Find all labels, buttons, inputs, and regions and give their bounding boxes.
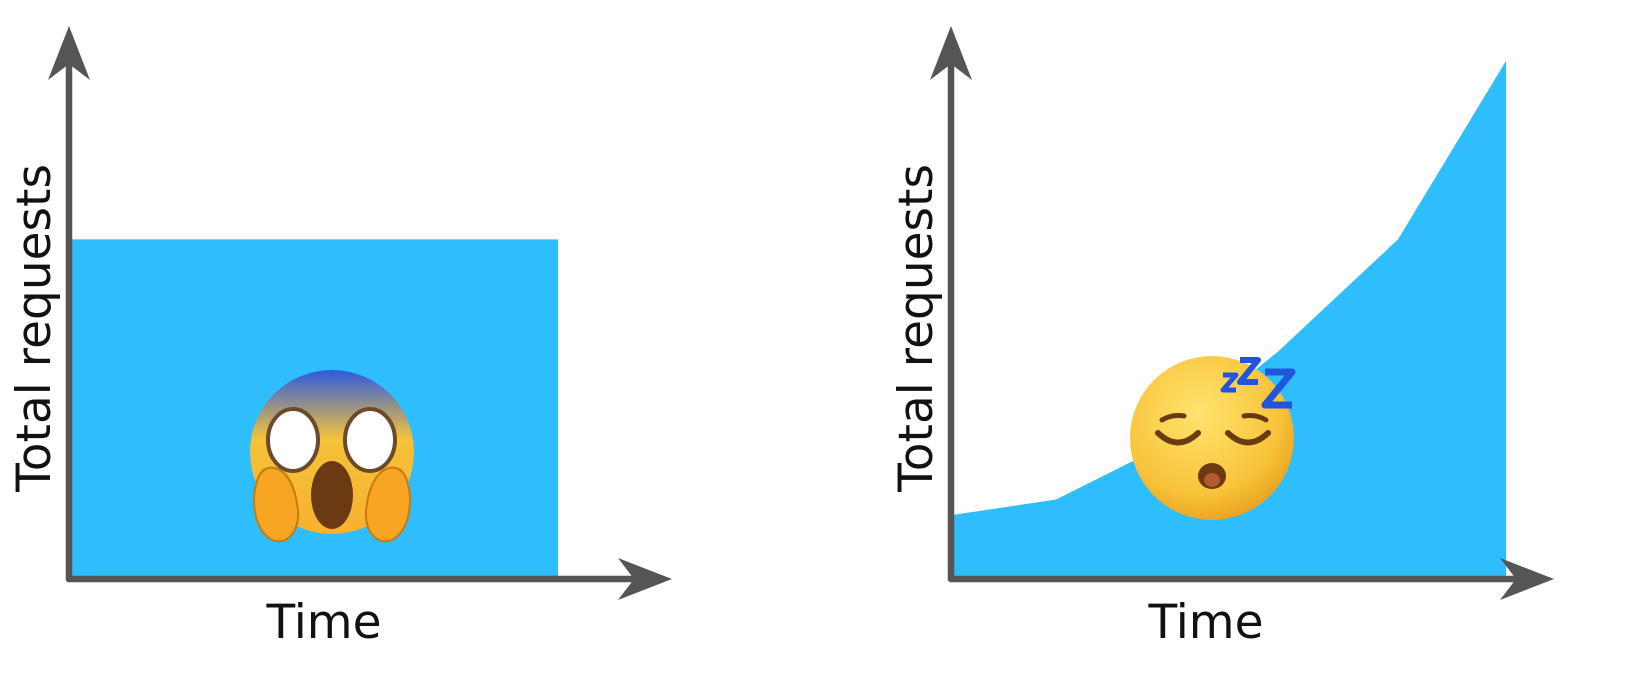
right-chart-y-axis-arrowhead <box>930 26 972 80</box>
right-chart-area <box>954 60 1506 576</box>
right-chart-ylabel: Total requests <box>889 164 944 493</box>
left-chart-ylabel: Total requests <box>7 164 62 493</box>
left-chart-x-axis-arrowhead <box>618 558 672 600</box>
right-chart-xlabel: Time <box>1147 595 1263 650</box>
right-chart-x-axis-arrowhead <box>1500 558 1554 600</box>
sleeping-face-icon <box>1130 356 1296 520</box>
left-chart-xlabel: Time <box>265 595 381 650</box>
left-chart-y-axis-arrowhead <box>48 26 90 80</box>
left-chart: Total requests Time <box>7 26 672 650</box>
right-chart: Total requests Time <box>889 26 1554 650</box>
face-screaming-in-fear-icon <box>250 370 414 543</box>
